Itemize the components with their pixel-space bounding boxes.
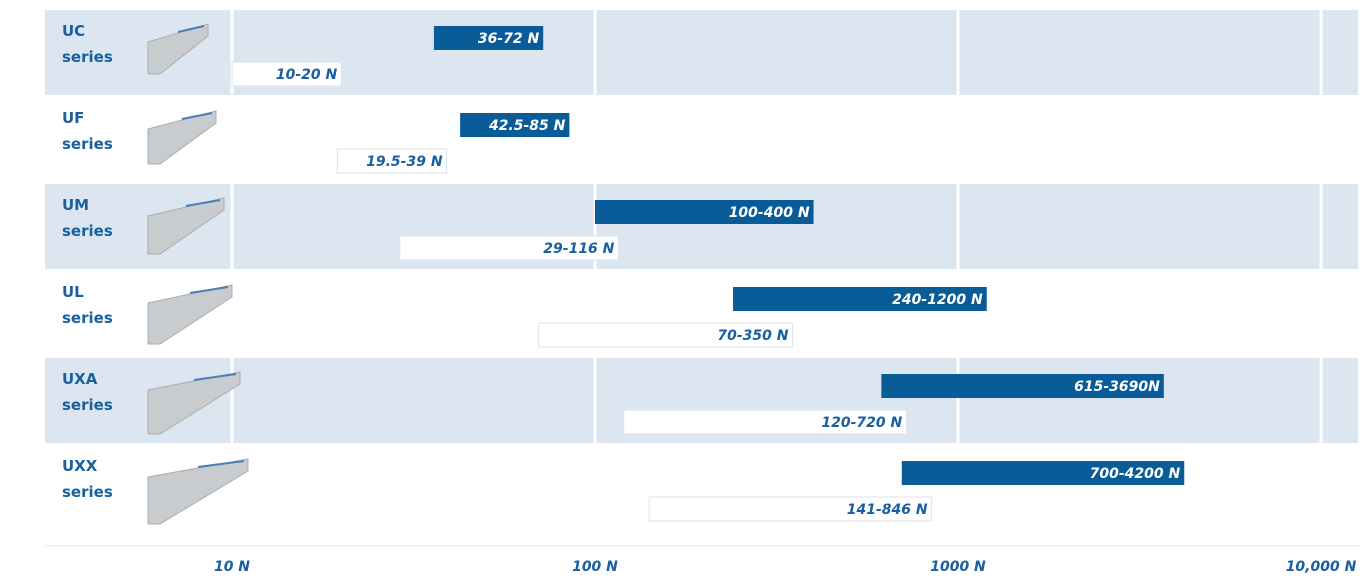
chart: 36-72 N 10-20 N 42.5-85 N 19.5-39 N 100-400 … (0, 0, 1368, 578)
bar-label: 141-846 N (847, 502, 928, 518)
bar-label: 240-1200 N (892, 292, 983, 308)
category-label: UM series (62, 192, 122, 244)
bar-label: 10-20 N (276, 67, 338, 83)
bar-label: 70-350 N (717, 328, 788, 344)
bar-label: 120-720 N (821, 415, 902, 431)
category-label: UF series (62, 105, 122, 157)
product-image (148, 459, 248, 524)
category-label: UXX series (62, 453, 122, 505)
x-tick-label: 100 N (572, 559, 618, 575)
bar-label: 700-4200 N (1090, 466, 1181, 482)
bar-label: 100-400 N (729, 205, 810, 221)
x-tick-label: 10 N (214, 559, 250, 575)
bar-label: 615-3690N (1074, 379, 1160, 395)
chart-svg: 36-72 N 10-20 N 42.5-85 N 19.5-39 N 100-400 … (0, 0, 1368, 578)
bar-label: 42.5-85 N (488, 118, 566, 134)
bar-label: 36-72 N (478, 31, 540, 47)
x-tick-label: 1000 N (930, 559, 986, 575)
category-label: UXA series (62, 366, 122, 418)
bar-label: 29-116 N (543, 241, 614, 257)
category-label: UL series (62, 279, 122, 331)
product-image (148, 285, 232, 344)
x-tick-label: 10,000 N (1286, 559, 1357, 575)
category-label: UC series (62, 18, 122, 70)
row-band (45, 184, 1358, 269)
bar-label: 19.5-39 N (366, 154, 443, 170)
